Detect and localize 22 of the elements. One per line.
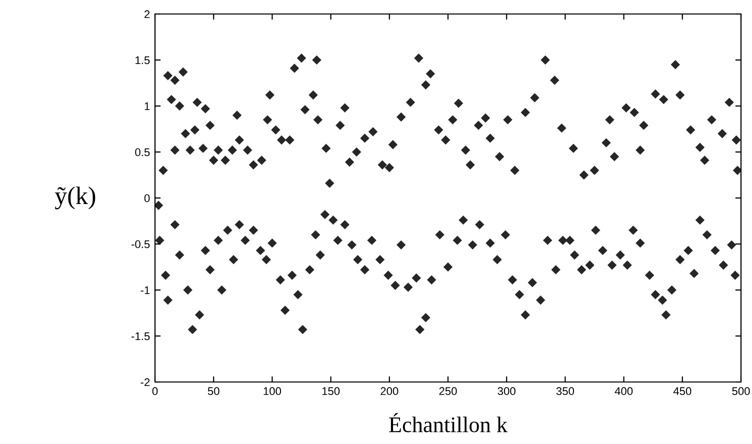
- x-tick-label: 150: [322, 387, 340, 396]
- x-tick-label: 450: [673, 387, 692, 396]
- x-tick-label: 300: [498, 387, 516, 396]
- y-tick-label: 0: [144, 194, 150, 202]
- x-tick-label: 400: [614, 387, 633, 396]
- x-tick-label: 50: [208, 387, 220, 396]
- x-tick-label: 0: [152, 387, 158, 396]
- x-tick-label: 500: [732, 387, 750, 396]
- x-tick-label: 350: [556, 387, 574, 396]
- y-tick-label: -0.5: [131, 240, 150, 248]
- y-tick-label: -1: [140, 286, 150, 294]
- x-tick-label: 200: [380, 387, 398, 396]
- y-axis-title: ỹ(k): [54, 186, 96, 210]
- y-tick-label: -1.5: [131, 332, 150, 340]
- x-axis-title: Échantillon k: [389, 413, 508, 432]
- y-tick-label: 0.5: [135, 148, 150, 156]
- y-tick-label: 1: [144, 102, 150, 110]
- y-tick-label: 2: [144, 10, 150, 18]
- x-tick-label: 100: [264, 387, 282, 396]
- y-tick-label: -2: [140, 378, 150, 386]
- y-tick-label: 1.5: [136, 56, 150, 64]
- x-tick-label: 250: [439, 387, 457, 396]
